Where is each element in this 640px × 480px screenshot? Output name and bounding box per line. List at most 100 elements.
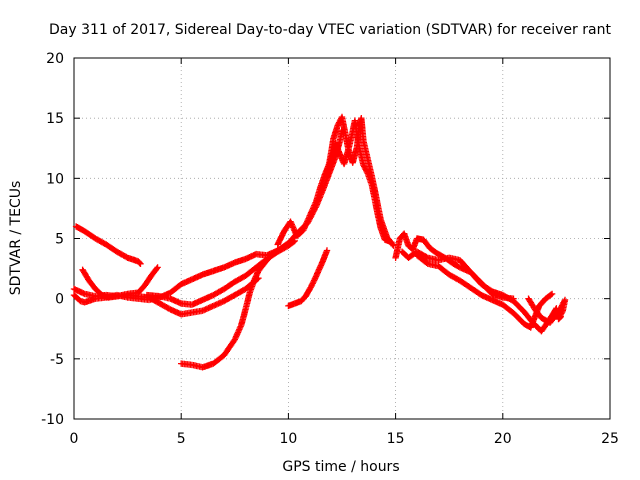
- y-tick-label: -10: [41, 412, 64, 428]
- data-point: [143, 291, 162, 300]
- series-arc-8: [285, 247, 331, 310]
- series-arc-10: [392, 230, 517, 302]
- grid-lines: [74, 58, 610, 419]
- data-point: [360, 137, 371, 161]
- data-point: [392, 236, 403, 261]
- x-tick-label: 15: [387, 431, 405, 447]
- data-point: [553, 306, 563, 318]
- y-tick-label: 0: [55, 292, 64, 308]
- series-arc-12: [413, 252, 556, 331]
- data-point: [536, 296, 548, 310]
- x-tick-label: 20: [494, 431, 512, 447]
- x-tick-label: 25: [601, 431, 619, 447]
- data-point: [456, 257, 473, 275]
- series-arc-1: [72, 223, 144, 267]
- x-tick-labels: 0 5 10 15 20 25: [70, 431, 619, 447]
- data-point: [242, 291, 253, 313]
- data-point: [287, 218, 300, 238]
- data-point: [546, 312, 559, 326]
- data-point: [154, 264, 161, 271]
- y-tick-label: 5: [55, 232, 64, 248]
- data-point: [156, 300, 173, 312]
- data-point: [446, 271, 462, 284]
- data-point: [413, 252, 430, 266]
- data-point: [340, 147, 352, 168]
- data-point: [135, 258, 143, 267]
- data-point: [135, 283, 147, 296]
- x-axis-title: GPS time / hours: [282, 459, 399, 475]
- data-point: [231, 273, 248, 285]
- data-point: [413, 248, 430, 261]
- data-point: [531, 306, 544, 320]
- data-point: [542, 291, 555, 302]
- data-point: [178, 307, 205, 318]
- data-point: [557, 313, 564, 320]
- series-arc-9: [323, 117, 395, 246]
- y-tick-label: -5: [50, 352, 64, 368]
- data-point: [420, 236, 433, 251]
- data-point: [220, 337, 238, 359]
- data-point: [510, 297, 527, 314]
- chart-title: Day 311 of 2017, Sidereal Day-to-day VTE…: [49, 22, 611, 38]
- data-point: [85, 277, 98, 291]
- y-tick-label: 10: [46, 171, 64, 187]
- data-point: [426, 244, 439, 256]
- data-point: [538, 323, 548, 335]
- series-arc-11: [398, 248, 560, 335]
- y-tick-labels: -10 -5 0 5 10 15 20: [41, 51, 64, 428]
- y-tick-label: 15: [46, 111, 64, 127]
- series-arc-13: [525, 295, 569, 326]
- x-tick-label: 10: [279, 431, 297, 447]
- data-point: [345, 129, 356, 153]
- data-point: [72, 223, 87, 234]
- data-point: [79, 266, 92, 283]
- series-arc-3: [70, 240, 292, 306]
- data-point: [313, 185, 324, 205]
- data-point: [231, 323, 244, 343]
- data-point: [242, 265, 259, 279]
- data-point: [148, 265, 160, 279]
- data-point: [349, 145, 360, 166]
- series-arc-4: [79, 264, 161, 301]
- data-point: [548, 290, 556, 298]
- axis-ticks: [73, 57, 611, 420]
- data-point: [467, 284, 484, 298]
- data-point: [306, 278, 317, 293]
- data-point: [478, 281, 495, 294]
- data-point: [456, 277, 473, 291]
- data-series: [70, 113, 569, 371]
- data-point: [199, 298, 226, 314]
- data-point: [113, 248, 130, 261]
- data-point: [300, 213, 313, 234]
- data-point: [323, 247, 331, 254]
- data-point: [525, 295, 538, 312]
- x-tick-label: 5: [177, 431, 186, 447]
- data-point: [210, 353, 227, 367]
- data-point: [255, 260, 268, 275]
- data-point: [210, 286, 226, 299]
- data-point: [293, 227, 306, 240]
- data-point: [268, 247, 282, 259]
- data-point: [499, 291, 516, 304]
- data-point: [467, 269, 484, 287]
- data-point: [360, 161, 371, 176]
- data-point: [510, 309, 527, 327]
- y-tick-label: 20: [46, 51, 64, 67]
- data-point: [364, 155, 375, 179]
- data-point: [302, 287, 313, 300]
- data-point: [77, 297, 87, 306]
- data-point: [220, 286, 248, 305]
- data-point: [276, 241, 291, 253]
- data-point: [298, 294, 308, 305]
- data-point: [435, 263, 452, 277]
- data-point: [92, 235, 108, 247]
- series-arc-5: [143, 237, 298, 308]
- data-point: [92, 285, 104, 298]
- data-point: [388, 238, 395, 246]
- data-point: [358, 115, 367, 143]
- data-point: [81, 228, 98, 241]
- data-point: [220, 279, 237, 293]
- data-point: [323, 157, 335, 181]
- data-point: [261, 253, 274, 266]
